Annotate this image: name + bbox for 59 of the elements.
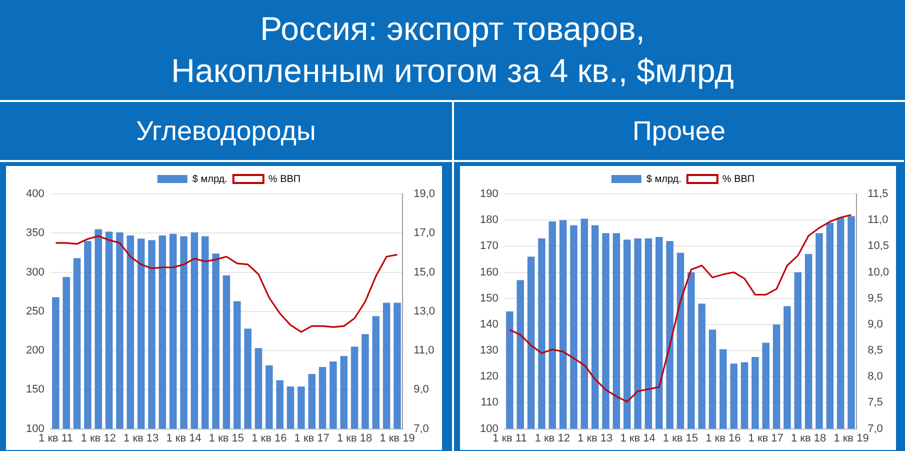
y2-tick-label: 9,0	[868, 318, 883, 330]
x-tick-label: 1 кв 16	[706, 432, 741, 444]
y2-tick-label: 11,5	[868, 188, 888, 200]
x-tick-label: 1 кв 17	[294, 432, 330, 444]
y-tick-label: 150	[480, 292, 498, 304]
x-tick-label: 1 кв 13	[578, 432, 613, 444]
legend-label: $ млрд.	[646, 174, 682, 185]
y2-tick-label: 11,0	[414, 344, 434, 357]
legend-label: % ВВП	[268, 174, 301, 185]
y-tick-label: 400	[26, 188, 44, 200]
x-tick-label: 1 кв 13	[124, 432, 159, 444]
x-tick-label: 1 кв 11	[38, 432, 73, 444]
y2-tick-label: 7,5	[868, 396, 883, 409]
x-tick-label: 1 кв 19	[380, 432, 415, 444]
y-tick-label: 150	[26, 384, 44, 396]
x-tick-label: 1 кв 12	[80, 432, 116, 444]
y-tick-label: 160	[480, 266, 498, 278]
y-tick-label: 350	[26, 227, 44, 240]
x-tick-label: 1 кв 15	[208, 432, 244, 444]
y-tick-label: 120	[480, 370, 498, 383]
x-tick-label: 1 кв 15	[662, 432, 698, 444]
y2-tick-label: 13,0	[414, 305, 436, 318]
x-tick-label: 1 кв 17	[748, 432, 784, 444]
y-tick-label: 250	[26, 305, 44, 318]
x-tick-label: 1 кв 19	[834, 432, 869, 444]
y2-tick-label: 17,0	[414, 227, 436, 240]
x-tick-label: 1 кв 16	[252, 432, 287, 444]
x-tick-label: 1 кв 12	[534, 432, 570, 444]
x-tick-label: 1 кв 18	[790, 432, 826, 444]
y-tick-label: 190	[480, 188, 498, 200]
y2-tick-label: 15,0	[414, 266, 436, 278]
y2-tick-label: 9,5	[868, 292, 883, 304]
y-tick-label: 100	[480, 422, 498, 435]
y2-tick-label: 7,0	[414, 422, 429, 435]
y2-tick-label: 10,5	[868, 240, 890, 252]
y2-tick-label: 9,0	[414, 384, 429, 396]
y-tick-label: 170	[480, 240, 498, 252]
x-tick-label: 1 кв 14	[620, 432, 656, 444]
y-tick-label: 100	[26, 422, 44, 435]
x-tick-label: 1 кв 18	[336, 432, 372, 444]
y-tick-label: 110	[480, 396, 498, 409]
chart-title: Россия: экспорт товаров, Накопленным итогом за 4 кв., $млрд	[0, 0, 905, 102]
chart-subtitle: Углеводороды	[0, 102, 452, 162]
y-tick-label: 300	[26, 266, 44, 278]
y2-tick-label: 19,0	[414, 188, 436, 200]
y-tick-label: 180	[480, 214, 498, 226]
y-tick-label: 140	[480, 318, 498, 330]
y-tick-label: 130	[480, 344, 498, 357]
chart-subtitle: Прочее	[454, 102, 904, 162]
y2-tick-label: 10,0	[868, 266, 890, 278]
y-tick-label: 200	[26, 344, 44, 357]
legend-label: $ млрд.	[192, 174, 228, 185]
y2-tick-label: 8,5	[868, 344, 883, 357]
y2-tick-label: 7,0	[868, 422, 883, 435]
x-tick-label: 1 кв 14	[166, 432, 202, 444]
y2-tick-label: 11,0	[868, 214, 888, 226]
x-tick-label: 1 кв 11	[492, 432, 527, 444]
y2-tick-label: 8,0	[868, 370, 883, 383]
legend-label: % ВВП	[722, 174, 755, 185]
